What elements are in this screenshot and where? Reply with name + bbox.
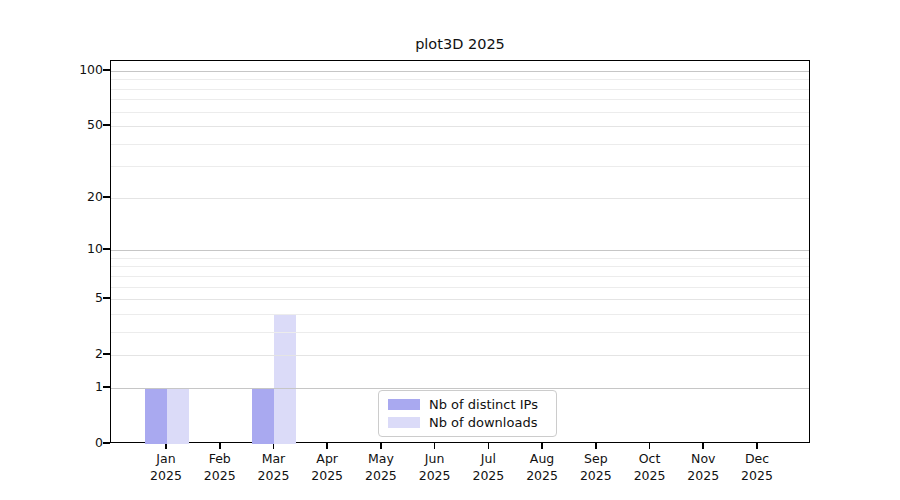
y-axis-tick-10 <box>103 248 110 250</box>
x-axis-tick-jul <box>488 443 490 449</box>
y-axis-tick-2 <box>103 353 110 355</box>
y-axis-tick-label-50: 50 <box>58 118 103 132</box>
legend-label-downloads: Nb of downloads <box>429 415 537 430</box>
month-label: Feb <box>192 450 248 467</box>
year-label: 2025 <box>729 467 785 484</box>
gridline-1 <box>111 388 809 389</box>
month-label: Jun <box>407 450 463 467</box>
x-axis-tick-sep <box>595 443 597 449</box>
month-label: May <box>353 450 409 467</box>
x-axis-tick-feb <box>219 443 221 449</box>
y-axis-tick-label-100: 100 <box>58 63 103 77</box>
gridline-minor-4 <box>111 314 809 315</box>
y-axis-tick-label-20: 20 <box>58 190 103 204</box>
plot-area <box>110 60 810 443</box>
y-axis-tick-0 <box>103 442 110 444</box>
x-axis-tick-apr <box>326 443 328 449</box>
y-axis-tick-label-1: 1 <box>58 380 103 394</box>
y-axis-tick-50 <box>103 124 110 126</box>
month-label: Oct <box>622 450 678 467</box>
year-label: 2025 <box>460 467 516 484</box>
gridline-minor-30 <box>111 166 809 167</box>
gridline-10 <box>111 250 809 251</box>
month-label: Aug <box>514 450 570 467</box>
x-axis-tick-label-jun: Jun2025 <box>407 450 463 484</box>
y-axis-tick-label-0: 0 <box>58 436 103 450</box>
legend-label-distinct-ips: Nb of distinct IPs <box>429 397 538 412</box>
x-axis-tick-label-nov: Nov2025 <box>675 450 731 484</box>
chart-figure: plot3D 2025 0125102050100Jan2025Feb2025M… <box>0 0 900 500</box>
x-axis-tick-label-apr: Apr2025 <box>299 450 355 484</box>
y-axis-tick-100 <box>103 69 110 71</box>
year-label: 2025 <box>568 467 624 484</box>
legend-item-downloads: Nb of downloads <box>379 415 556 430</box>
year-label: 2025 <box>514 467 570 484</box>
x-axis-tick-label-oct: Oct2025 <box>622 450 678 484</box>
x-axis-tick-label-sep: Sep2025 <box>568 450 624 484</box>
gridline-minor-60 <box>111 112 809 113</box>
year-label: 2025 <box>675 467 731 484</box>
month-label: Sep <box>568 450 624 467</box>
legend: Nb of distinct IPs Nb of downloads <box>378 390 557 437</box>
y-axis-tick-5 <box>103 297 110 299</box>
bar-nb-of-distinct-ips-Jan <box>145 388 167 444</box>
gridline-5 <box>111 299 809 300</box>
x-axis-tick-label-jan: Jan2025 <box>138 450 194 484</box>
year-label: 2025 <box>622 467 678 484</box>
bar-nb-of-downloads-Jan <box>167 388 189 444</box>
gridline-minor-70 <box>111 99 809 100</box>
x-axis-tick-label-dec: Dec2025 <box>729 450 785 484</box>
gridline-minor-8 <box>111 266 809 267</box>
gridline-minor-90 <box>111 79 809 80</box>
month-label: Apr <box>299 450 355 467</box>
year-label: 2025 <box>192 467 248 484</box>
year-label: 2025 <box>138 467 194 484</box>
month-label: Jul <box>460 450 516 467</box>
gridline-100 <box>111 71 809 72</box>
x-axis-tick-dec <box>756 443 758 449</box>
gridline-minor-7 <box>111 276 809 277</box>
x-axis-tick-nov <box>702 443 704 449</box>
gridline-20 <box>111 198 809 199</box>
x-axis-tick-jun <box>434 443 436 449</box>
bar-nb-of-distinct-ips-Mar <box>252 388 274 444</box>
gridline-minor-3 <box>111 332 809 333</box>
month-label: Dec <box>729 450 785 467</box>
legend-swatch-distinct-ips <box>388 399 420 410</box>
gridline-minor-9 <box>111 258 809 259</box>
x-axis-tick-label-aug: Aug2025 <box>514 450 570 484</box>
legend-item-distinct-ips: Nb of distinct IPs <box>379 397 556 412</box>
month-label: Nov <box>675 450 731 467</box>
x-axis-tick-label-feb: Feb2025 <box>192 450 248 484</box>
x-axis-tick-may <box>380 443 382 449</box>
bar-nb-of-downloads-Mar <box>274 314 296 444</box>
gridline-2 <box>111 355 809 356</box>
gridline-minor-40 <box>111 144 809 145</box>
x-axis-tick-label-jul: Jul2025 <box>460 450 516 484</box>
year-label: 2025 <box>245 467 301 484</box>
month-label: Mar <box>245 450 301 467</box>
chart-title: plot3D 2025 <box>110 36 810 52</box>
gridline-minor-6 <box>111 287 809 288</box>
y-axis-tick-label-10: 10 <box>58 242 103 256</box>
y-axis-tick-1 <box>103 386 110 388</box>
legend-swatch-downloads <box>388 417 420 428</box>
month-label: Jan <box>138 450 194 467</box>
year-label: 2025 <box>353 467 409 484</box>
gridline-minor-80 <box>111 89 809 90</box>
y-axis-tick-label-2: 2 <box>58 347 103 361</box>
year-label: 2025 <box>299 467 355 484</box>
x-axis-tick-aug <box>541 443 543 449</box>
y-axis-tick-label-5: 5 <box>58 291 103 305</box>
x-axis-tick-oct <box>649 443 651 449</box>
x-axis-tick-label-may: May2025 <box>353 450 409 484</box>
gridline-50 <box>111 126 809 127</box>
year-label: 2025 <box>407 467 463 484</box>
y-axis-tick-20 <box>103 196 110 198</box>
x-axis-tick-label-mar: Mar2025 <box>245 450 301 484</box>
